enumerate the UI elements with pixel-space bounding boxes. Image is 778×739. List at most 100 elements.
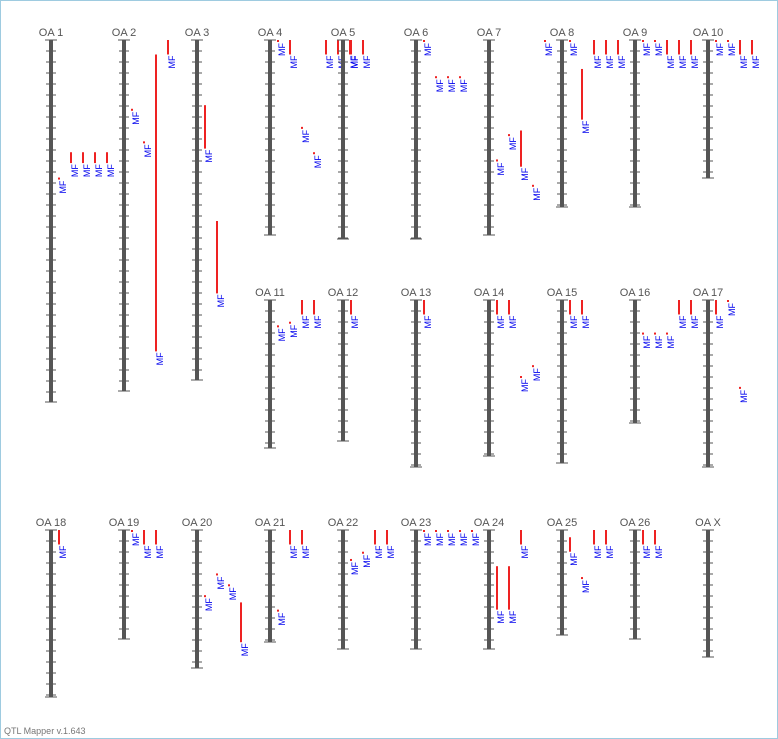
qtl-label: MF (362, 554, 372, 567)
chromosome-label-oa-19: OA 19 (109, 517, 140, 529)
qtl-label: MF (289, 324, 299, 337)
qtl-label: MF (350, 315, 360, 328)
qtl-label: MF (423, 533, 433, 546)
chromosome-oa-14 (487, 300, 491, 456)
qtl-label: MF (739, 55, 749, 68)
qtl-label: MF (715, 315, 725, 328)
qtl-label: MF (642, 335, 652, 348)
qtl-label: MF (642, 43, 652, 56)
qtl-label: MF (727, 303, 737, 316)
version-footer: QTL Mapper v.1.643 (4, 726, 86, 736)
chromosome-oa-x (706, 530, 710, 657)
chromosome-label-oa-9: OA 9 (623, 27, 647, 39)
chromosome-label-oa-11: OA 11 (255, 287, 285, 299)
qtl-label: MF (216, 576, 226, 589)
chromosome-oa-23 (414, 530, 418, 649)
qtl-label: MF (155, 352, 165, 365)
qtl-label: MF (277, 612, 287, 625)
qtl-label: MF (277, 328, 287, 341)
qtl-label: MF (289, 545, 299, 558)
qtl-label: MF (447, 533, 457, 546)
qtl-label: MF (532, 187, 542, 200)
qtl-label: MF (143, 545, 153, 558)
qtl-label: MF (131, 533, 141, 546)
qtl-label: MF (435, 533, 445, 546)
qtl-label: MF (678, 55, 688, 68)
qtl-label: MF (131, 111, 141, 124)
qtl-label: MF (143, 144, 153, 157)
chromosome-oa-21 (268, 530, 272, 642)
chromosome-label-oa-14: OA 14 (474, 287, 505, 299)
qtl-label: MF (496, 162, 506, 175)
qtl-label: MF (654, 545, 664, 558)
qtl-label: MF (727, 43, 737, 56)
chromosome-label-oa-1: OA 1 (39, 27, 63, 39)
qtl-label: MF (289, 55, 299, 68)
chromosome-label-oa-3: OA 3 (185, 27, 209, 39)
qtl-label: MF (386, 545, 396, 558)
chromosome-oa-17 (706, 300, 710, 467)
chromosome-label-oa-10: OA 10 (693, 27, 724, 39)
chromosome-oa-18 (49, 530, 53, 697)
qtl-label: MF (374, 545, 384, 558)
chromosome-oa-11 (268, 300, 272, 448)
chromosome-label-oa-8: OA 8 (550, 27, 574, 39)
qtl-label: MF (496, 610, 506, 623)
chromosome-oa-12 (341, 300, 345, 441)
qtl-label: MF (617, 55, 627, 68)
chromosome-label-oa-x: OA X (695, 517, 721, 529)
qtl-label: MF (301, 315, 311, 328)
qtl-label: MF (508, 610, 518, 623)
qtl-label: MF (325, 55, 335, 68)
chromosome-label-oa-5: OA 5 (331, 27, 355, 39)
chromosome-label-oa-16: OA 16 (620, 287, 651, 299)
qtl-label: MF (459, 533, 469, 546)
qtl-label: MF (678, 315, 688, 328)
qtl-label: MF (58, 545, 68, 558)
qtl-label: MF (228, 587, 238, 600)
chromosome-label-oa-18: OA 18 (36, 517, 67, 529)
qtl-label: MF (654, 335, 664, 348)
chromosome-oa-3 (195, 40, 199, 380)
chromosome-oa-20 (195, 530, 199, 668)
qtl-label: MF (520, 379, 530, 392)
qtl-label: MF (520, 167, 530, 180)
qtl-label: MF (654, 43, 664, 56)
qtl-label: MF (690, 55, 700, 68)
chromosome-label-oa-24: OA 24 (474, 517, 505, 529)
qtl-label: MF (569, 43, 579, 56)
chromosome-oa-10 (706, 40, 710, 178)
qtl-label: MF (155, 545, 165, 558)
qtl-label: MF (666, 55, 676, 68)
chromosome-oa-4 (268, 40, 272, 235)
qtl-label: MF (167, 55, 177, 68)
qtl-label: MF (94, 164, 104, 177)
qtl-label: MF (240, 643, 250, 656)
qtl-label: MF (581, 315, 591, 328)
qtl-label: MF (642, 545, 652, 558)
qtl-label: MF (496, 315, 506, 328)
qtl-label: MF (301, 545, 311, 558)
chromosome-label-oa-4: OA 4 (258, 27, 282, 39)
qtl-label: MF (569, 315, 579, 328)
chromosome-oa-25 (560, 530, 564, 635)
qtl-label: MF (459, 79, 469, 92)
qtl-label: MF (313, 315, 323, 328)
qtl-label: MF (605, 545, 615, 558)
qtl-label: MF (471, 533, 481, 546)
qtl-label: MF (593, 545, 603, 558)
chromosome-oa-13 (414, 300, 418, 467)
chromosome-oa-9 (633, 40, 637, 207)
chromosome-label-oa-26: OA 26 (620, 517, 651, 529)
chromosome-label-oa-7: OA 7 (477, 27, 501, 39)
chromosome-oa-7 (487, 40, 491, 235)
chromosome-oa-22 (341, 530, 345, 649)
qtl-label: MF (605, 55, 615, 68)
chromosome-oa-24 (487, 530, 491, 649)
chromosome-label-oa-21: OA 21 (255, 517, 286, 529)
chromosome-label-oa-20: OA 20 (182, 517, 213, 529)
chromosome-label-oa-22: OA 22 (328, 517, 359, 529)
qtl-label: MF (544, 43, 554, 56)
chromosome-label-oa-23: OA 23 (401, 517, 432, 529)
